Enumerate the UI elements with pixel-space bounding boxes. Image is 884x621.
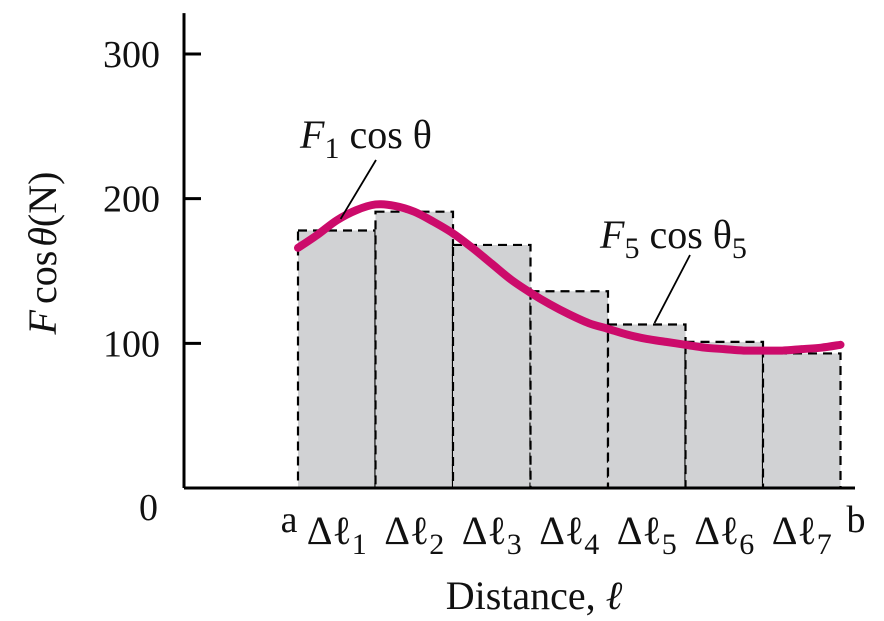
x-tick-label-3: Δℓ3 — [462, 508, 522, 561]
x-tick-label-5: Δℓ5 — [617, 508, 677, 561]
y-axis-title-var: F — [20, 309, 65, 335]
x-tick-label-1: Δℓ1 — [307, 508, 367, 561]
x-tick-label-main-4: Δℓ — [539, 508, 584, 553]
annotation-2: F5 cos θ5 — [599, 212, 747, 265]
annotation-1-sub: 1 — [324, 132, 339, 165]
annotation-1: F1 cos θ — [299, 112, 432, 165]
x-tick-label-sub-2: 2 — [429, 528, 444, 561]
x-tick-label-main-3: Δℓ — [462, 508, 507, 553]
x-tick-label-main-6: Δℓ — [694, 508, 739, 553]
annotation-2-var: F — [599, 212, 625, 257]
annotation-1-rest: cos θ — [339, 112, 431, 157]
x-tick-label-sub-4: 4 — [584, 528, 599, 561]
interval-end-label: b — [847, 499, 866, 541]
x-tick-label-main-7: Δℓ — [772, 508, 817, 553]
x-axis-title: Distance, ℓ — [446, 573, 623, 618]
bar-7 — [761, 352, 842, 490]
x-tick-label-4: Δℓ4 — [539, 508, 599, 561]
y-axis-title-symbol: θ — [20, 227, 65, 247]
interval-start-label: a — [281, 499, 298, 541]
x-tick-label-2: Δℓ2 — [384, 508, 444, 561]
annotation-2-sub2: 5 — [732, 232, 747, 265]
bar-6 — [684, 340, 765, 490]
x-tick-label-sub-3: 3 — [507, 528, 522, 561]
bar-5 — [606, 323, 687, 490]
x-tick-label-sub-6: 6 — [739, 528, 754, 561]
y-axis-title-unit: (N) — [20, 172, 65, 228]
x-tick-label-sub-1: 1 — [352, 528, 367, 561]
annotation-leader-2 — [653, 254, 691, 324]
x-axis-title-text: Distance, — [446, 573, 606, 618]
annotation-leader-1 — [339, 159, 377, 220]
bar-2 — [374, 210, 455, 490]
y-tick-label-200: 200 — [103, 179, 160, 221]
y-axis-title: Fcos θ(N) — [20, 172, 65, 336]
x-tick-label-main-2: Δℓ — [384, 508, 429, 553]
x-tick-label-6: Δℓ6 — [694, 508, 754, 561]
bar-4 — [529, 290, 610, 490]
x-tick-label-sub-7: 7 — [817, 528, 832, 561]
force-curve — [294, 200, 845, 355]
x-tick-label-sub-5: 5 — [662, 528, 677, 561]
annotation-2-sub: 5 — [624, 232, 639, 265]
annotation-1-var: F — [299, 112, 325, 157]
y-tick-label-100: 100 — [103, 323, 160, 365]
x-tick-label-7: Δℓ7 — [772, 508, 832, 561]
bar-1 — [296, 229, 377, 490]
x-axis-title-symbol: ℓ — [606, 573, 623, 618]
x-tick-label-main-5: Δℓ — [617, 508, 662, 553]
x-tick-label-main-1: Δℓ — [307, 508, 352, 553]
y-tick-label-0: 0 — [139, 487, 158, 529]
y-axis-title-fn: cos — [20, 251, 65, 304]
y-tick-label-300: 300 — [103, 34, 160, 76]
annotation-2-rest: cos θ — [639, 212, 731, 257]
